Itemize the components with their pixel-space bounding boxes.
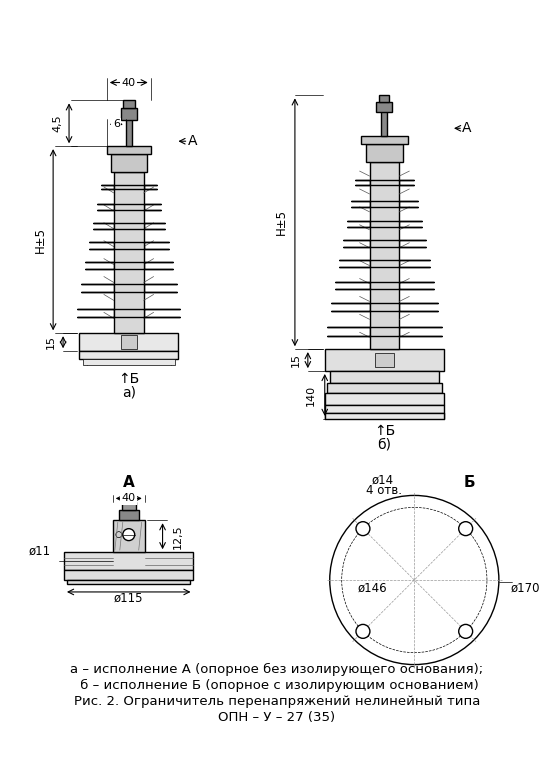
Text: 140: 140 bbox=[306, 385, 316, 405]
Bar bbox=[375, 353, 394, 367]
Text: Рис. 2. Ограничитель перенапряжений нелинейный типа: Рис. 2. Ограничитель перенапряжений нели… bbox=[74, 695, 480, 708]
Text: 15: 15 bbox=[291, 353, 301, 367]
Polygon shape bbox=[93, 223, 165, 229]
Text: 4,5: 4,5 bbox=[52, 114, 62, 132]
Circle shape bbox=[356, 624, 370, 638]
Circle shape bbox=[459, 624, 473, 638]
Text: ø115: ø115 bbox=[114, 591, 143, 604]
Polygon shape bbox=[331, 303, 438, 311]
Polygon shape bbox=[351, 201, 418, 207]
Polygon shape bbox=[89, 242, 168, 249]
Text: А: А bbox=[462, 121, 472, 136]
Text: Н±5: Н±5 bbox=[34, 227, 47, 253]
Polygon shape bbox=[81, 284, 177, 293]
Text: А: А bbox=[188, 134, 197, 148]
Polygon shape bbox=[97, 204, 161, 210]
Bar bbox=[330, 371, 439, 383]
Polygon shape bbox=[335, 282, 434, 290]
Bar bbox=[370, 162, 399, 349]
Text: 15: 15 bbox=[46, 336, 56, 349]
Bar bbox=[113, 520, 145, 552]
Text: ↑Б: ↑Б bbox=[374, 424, 395, 437]
Polygon shape bbox=[347, 221, 422, 227]
Text: а – исполнение А (опорное без изолирующего основания);: а – исполнение А (опорное без изолирующе… bbox=[70, 663, 484, 676]
Bar bbox=[325, 349, 444, 371]
Text: 12,5: 12,5 bbox=[172, 524, 182, 548]
Circle shape bbox=[459, 522, 473, 535]
Text: 4 отв.: 4 отв. bbox=[366, 484, 402, 497]
Polygon shape bbox=[355, 179, 414, 185]
Bar bbox=[122, 502, 136, 510]
Bar bbox=[83, 359, 175, 365]
Bar bbox=[111, 154, 147, 172]
Bar bbox=[121, 108, 137, 120]
Text: 40: 40 bbox=[122, 493, 136, 503]
Text: 40: 40 bbox=[122, 77, 136, 87]
Bar bbox=[107, 146, 151, 154]
Bar bbox=[126, 116, 132, 146]
Text: б): б) bbox=[377, 437, 392, 452]
Circle shape bbox=[123, 529, 135, 541]
Bar bbox=[327, 383, 442, 393]
Bar bbox=[377, 103, 392, 113]
Polygon shape bbox=[77, 309, 181, 317]
Bar bbox=[114, 172, 143, 333]
Bar bbox=[119, 510, 138, 520]
Bar bbox=[379, 96, 389, 103]
Text: Н±5: Н±5 bbox=[274, 209, 288, 235]
Text: А: А bbox=[123, 475, 135, 490]
Bar bbox=[366, 144, 403, 162]
Bar bbox=[361, 136, 408, 144]
Text: ø14: ø14 bbox=[371, 474, 393, 487]
Circle shape bbox=[356, 522, 370, 535]
Text: ↑Б: ↑Б bbox=[118, 372, 140, 386]
Text: б – исполнение Б (опорное с изолирующим основанием): б – исполнение Б (опорное с изолирующим … bbox=[76, 679, 478, 692]
Text: ОПН – У – 27 (35): ОПН – У – 27 (35) bbox=[218, 711, 336, 724]
Text: Б: Б bbox=[463, 475, 475, 490]
Polygon shape bbox=[343, 241, 426, 247]
Bar bbox=[325, 393, 444, 405]
Bar bbox=[79, 351, 178, 359]
Text: ø170: ø170 bbox=[511, 581, 541, 594]
Text: 6: 6 bbox=[113, 119, 120, 129]
Bar bbox=[382, 108, 387, 136]
Bar bbox=[325, 413, 444, 419]
Polygon shape bbox=[327, 327, 442, 336]
Polygon shape bbox=[101, 185, 157, 189]
Text: а): а) bbox=[122, 386, 136, 400]
Text: ø146: ø146 bbox=[358, 581, 387, 594]
Polygon shape bbox=[85, 262, 172, 269]
Bar bbox=[123, 100, 135, 108]
Bar bbox=[64, 570, 193, 580]
Bar bbox=[121, 336, 137, 349]
Bar bbox=[64, 552, 193, 570]
Bar bbox=[79, 333, 178, 351]
Polygon shape bbox=[338, 260, 430, 267]
Bar bbox=[325, 405, 444, 413]
Bar bbox=[67, 580, 191, 584]
Text: ø11: ø11 bbox=[28, 545, 50, 558]
